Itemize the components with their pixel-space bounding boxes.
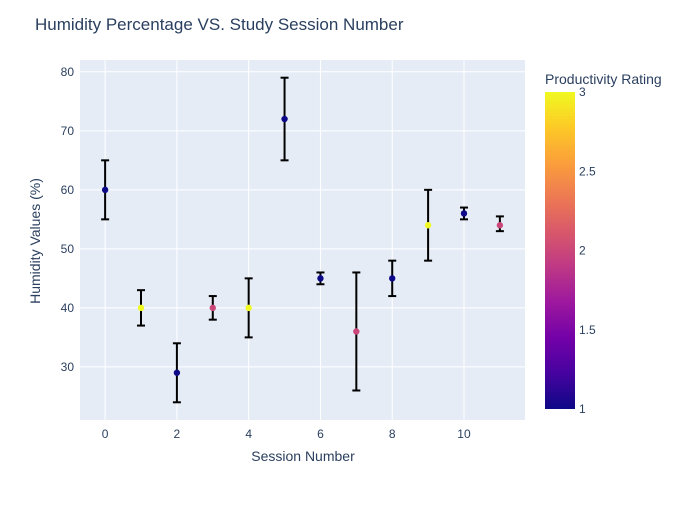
colorbar-tick-label: 2.5 [579,164,596,178]
data-point [137,304,145,312]
colorbar: 1 1.5 2 2.5 3 [545,85,596,416]
plot-background [80,60,525,420]
y-tick-label: 50 [61,242,75,256]
data-point [281,115,288,123]
data-point [424,222,432,229]
x-tick-label: 4 [245,427,252,441]
x-tick-label: 0 [102,427,109,441]
data-point [209,304,216,312]
plot-area: 0 2 4 6 8 10 30 40 50 60 70 80 [61,60,525,441]
data-point [317,275,324,282]
x-axis-label: Session Number [251,448,355,464]
data-point [173,369,181,376]
data-point [460,210,468,217]
x-tick-label: 10 [457,427,471,441]
x-tick-label: 6 [317,427,324,441]
y-tick-label: 60 [61,183,75,197]
colorbar-title: Productivity Rating [545,71,662,87]
colorbar-scale [545,92,575,409]
data-point [245,304,252,312]
data-point [389,275,396,282]
y-tick-label: 40 [61,301,75,315]
colorbar-tick-label: 2 [579,244,586,258]
y-tick-label: 30 [61,360,75,374]
colorbar-tick-label: 3 [579,85,586,99]
data-point [353,328,360,335]
colorbar-tick-label: 1 [579,402,586,416]
chart-title: Humidity Percentage VS. Study Session Nu… [35,15,404,34]
y-tick-label: 70 [61,124,75,138]
y-tick-label: 80 [61,65,75,79]
data-point [496,222,504,229]
colorbar-tick-label: 1.5 [579,323,596,337]
x-tick-label: 2 [174,427,181,441]
data-point [101,186,109,194]
x-tick-label: 8 [389,427,396,441]
y-axis-label: Humidity Values (%) [27,178,43,304]
